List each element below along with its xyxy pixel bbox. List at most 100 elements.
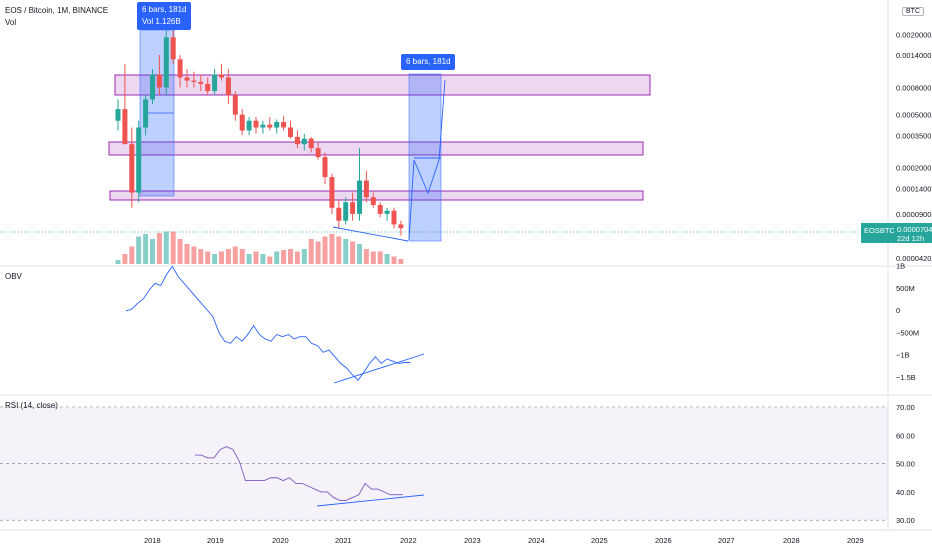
volume-bar: [288, 249, 293, 264]
candle-body: [205, 83, 211, 92]
volume-bar: [115, 260, 121, 264]
volume-bar: [363, 249, 369, 264]
volume-bar: [377, 251, 383, 264]
price-tick-label: 0.0014000: [896, 51, 931, 60]
candle-body: [163, 37, 169, 88]
volume-bar: [308, 239, 314, 264]
volume-bar: [163, 231, 169, 264]
volume-bar: [370, 251, 376, 264]
symbol-title[interactable]: EOS / Bitcoin, 1M, BINANCE: [5, 6, 109, 15]
candle-body: [288, 127, 293, 137]
candle-body: [122, 109, 128, 145]
volume-bar: [281, 250, 287, 264]
volume-bar: [143, 234, 149, 264]
candle-body: [301, 138, 307, 145]
candle-body: [384, 210, 390, 214]
volume-bar: [391, 256, 397, 264]
price-tick-label: 0.0005000: [896, 111, 931, 120]
price-tick-label: 0.0000900: [896, 210, 931, 219]
volume-bar: [198, 249, 204, 264]
volume-bar: [253, 251, 259, 264]
time-tick-label: 2021: [335, 536, 352, 545]
time-tick-label: 2024: [528, 536, 545, 545]
price-tick-label: 0.0008000: [896, 83, 931, 92]
rsi-tick-label: 70.00: [896, 403, 915, 412]
obv-tick-label: −1.5B: [896, 373, 916, 382]
obv-trendline: [333, 353, 425, 384]
time-tick-label: 2022: [400, 536, 417, 545]
candle-body: [143, 99, 149, 128]
rsi-tick-label: 40.00: [896, 488, 915, 497]
volume-bar: [384, 254, 390, 264]
obv-label[interactable]: OBV: [5, 272, 22, 281]
time-tick-label: 2029: [847, 536, 864, 545]
candle-body: [253, 120, 259, 128]
candle-body: [198, 81, 204, 84]
candle-body: [136, 127, 142, 193]
time-tick-label: 2028: [783, 536, 800, 545]
time-tick-label: 2025: [591, 536, 608, 545]
candle-body: [177, 59, 183, 78]
candle-body: [370, 197, 376, 205]
top-range-line2: Vol 1.126B: [142, 17, 181, 26]
price-tick-label: 0.0002000: [896, 164, 931, 173]
volume-bar: [170, 231, 176, 264]
currency-button[interactable]: BTC: [902, 7, 924, 16]
volume-bar: [191, 246, 197, 264]
volume-bar: [301, 249, 307, 264]
obv-tick-label: −500M: [896, 328, 919, 337]
volume-bar: [329, 234, 335, 264]
candle-body: [191, 80, 197, 82]
candle-body: [398, 224, 404, 229]
candle-body: [225, 77, 231, 96]
volume-bar: [294, 251, 300, 264]
candle-body: [308, 138, 314, 149]
volume-bar: [150, 239, 155, 264]
volume-bar: [336, 236, 342, 264]
time-tick-label: 2023: [464, 536, 481, 545]
volume-bar: [343, 239, 349, 264]
volume-bar: [177, 239, 183, 264]
candle-body: [156, 74, 162, 88]
time-tick-label: 2018: [144, 536, 161, 545]
obv-tick-label: 0: [896, 306, 900, 315]
time-tick-label: 2019: [207, 536, 224, 545]
candle-body: [357, 180, 362, 214]
candle-body: [239, 114, 245, 131]
price-trendline: [332, 226, 409, 242]
symbol-price-badge: EOSBTC 0.0000704 22d 12h: [861, 223, 932, 243]
support-resistance-zone: [114, 74, 651, 96]
badge-ticker: EOSBTC: [864, 226, 895, 235]
candle-body: [232, 95, 238, 115]
projection-range-box: 6 bars, 181d: [401, 54, 456, 70]
candle-body: [115, 109, 121, 121]
volume-bar: [129, 246, 135, 264]
volume-label[interactable]: Vol: [5, 18, 17, 27]
volume-bar: [225, 249, 231, 264]
volume-bar: [219, 251, 224, 264]
volume-bar: [239, 249, 245, 264]
candle-body: [219, 74, 224, 78]
rsi-tick-label: 60.00: [896, 431, 915, 440]
price-tick-label: 0.0003500: [896, 131, 931, 140]
volume-bar: [136, 236, 142, 264]
support-resistance-zone: [108, 141, 644, 156]
candle-body: [350, 202, 356, 214]
candle-body: [170, 37, 176, 60]
candle-body: [260, 124, 266, 128]
candle-body: [315, 148, 321, 158]
badge-countdown: 22d 12h: [897, 234, 925, 243]
rsi-label[interactable]: RSI (14, close): [5, 401, 58, 410]
top-range-box: 6 bars, 181d Vol 1.126B: [137, 2, 192, 30]
volume-bar: [274, 251, 280, 264]
candle-body: [336, 207, 342, 221]
candle-body: [363, 180, 369, 198]
projection-range-highlight: [408, 73, 442, 242]
volume-bar: [205, 251, 211, 264]
obv-tick-label: 1B: [896, 262, 905, 271]
candle-body: [267, 124, 273, 128]
volume-bar: [322, 236, 328, 264]
volume-bar: [267, 256, 273, 264]
volume-bar: [357, 244, 362, 264]
